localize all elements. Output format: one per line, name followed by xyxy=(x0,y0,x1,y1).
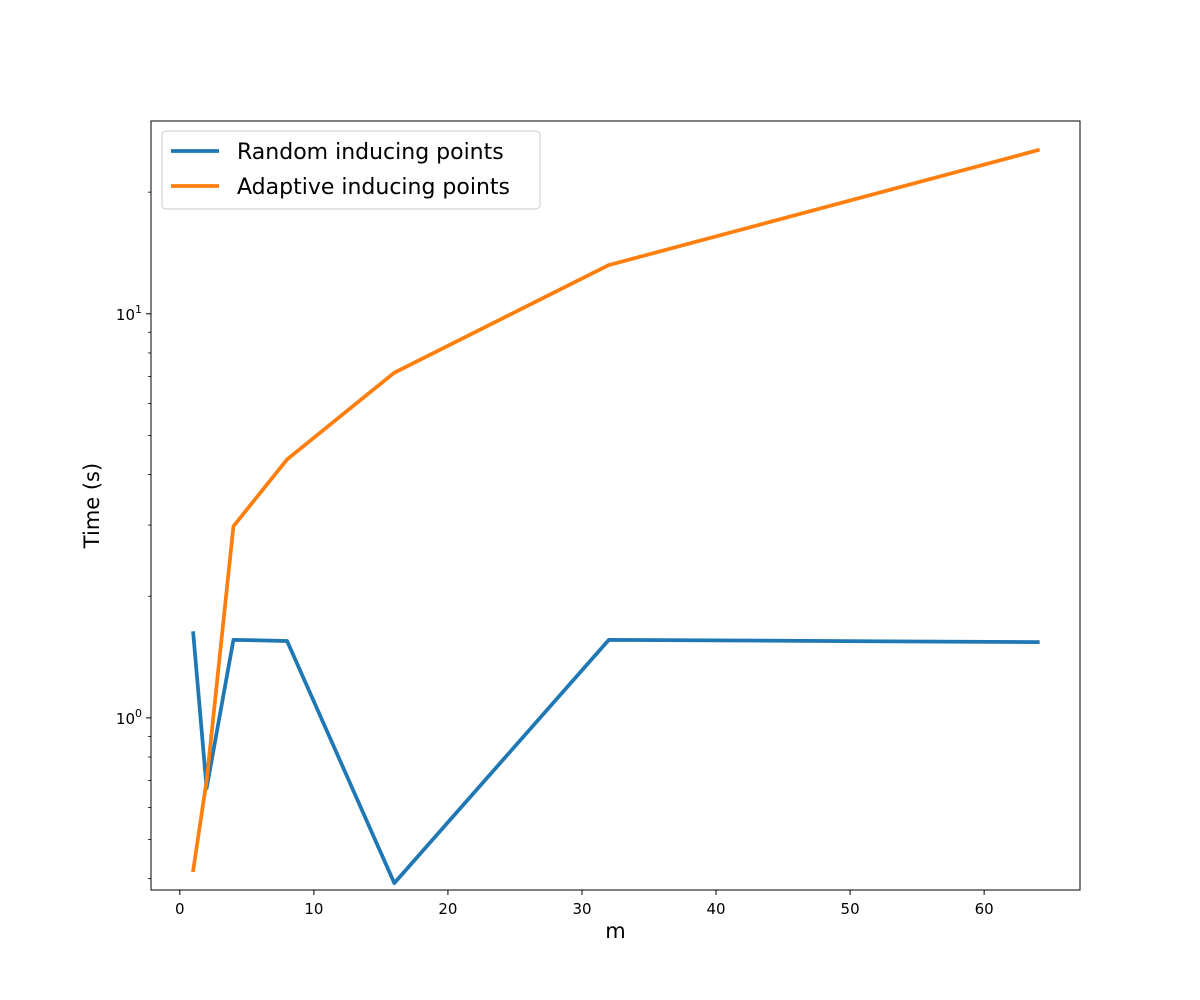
axes: 0 10 20 30 40 50 60 100 101 m Time (s) xyxy=(80,120,1081,943)
legend: Random inducing points Adaptive inducing … xyxy=(161,130,541,210)
series-line-2 xyxy=(191,147,1041,873)
plot-area xyxy=(191,147,1041,885)
legend-label-2: Adaptive inducing points xyxy=(237,175,510,200)
y-tick-label: 100 xyxy=(116,707,142,728)
plot-frame xyxy=(150,120,1081,891)
x-tick-label: 20 xyxy=(438,900,457,918)
x-tick-label: 0 xyxy=(175,900,185,918)
y-axis-label: Time (s) xyxy=(80,463,104,549)
legend-box xyxy=(161,130,541,210)
x-tick-label: 50 xyxy=(841,900,860,918)
y-tick-label: 101 xyxy=(116,303,142,324)
x-tick-label: 60 xyxy=(975,900,994,918)
x-tick-label: 10 xyxy=(304,900,323,918)
x-axis-label: m xyxy=(605,919,625,943)
x-tick-label: 40 xyxy=(706,900,725,918)
legend-label-1: Random inducing points xyxy=(237,140,504,165)
x-tick-label: 30 xyxy=(572,900,591,918)
series-group xyxy=(191,147,1041,885)
